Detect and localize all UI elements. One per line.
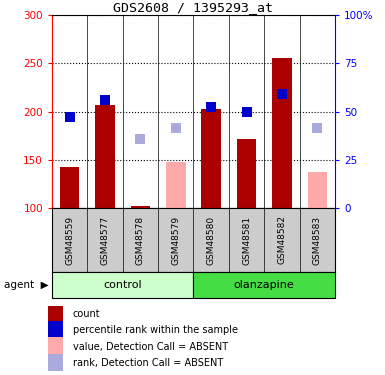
Text: percentile rank within the sample: percentile rank within the sample [73,325,238,335]
Point [208,104,214,110]
Point [243,109,249,115]
Bar [95,105,115,208]
FancyBboxPatch shape [52,272,193,298]
Point [67,114,73,120]
Title: GDS2608 / 1395293_at: GDS2608 / 1395293_at [114,1,273,14]
Bar [48,354,63,372]
Text: GSM48580: GSM48580 [207,215,216,265]
Text: GSM48559: GSM48559 [65,215,74,265]
Text: GSM48583: GSM48583 [313,215,322,265]
FancyBboxPatch shape [193,272,335,298]
Text: GSM48582: GSM48582 [277,216,286,264]
Bar [48,338,63,356]
Bar [48,304,63,323]
Text: agent  ▶: agent ▶ [4,280,49,290]
Point [279,91,285,97]
Bar [131,206,150,208]
Bar [48,321,63,339]
Text: count: count [73,309,100,319]
Bar [272,58,291,208]
Point [102,97,108,103]
Bar [201,109,221,208]
Bar [60,166,79,208]
Text: GSM48581: GSM48581 [242,215,251,265]
Text: rank, Detection Call = ABSENT: rank, Detection Call = ABSENT [73,358,223,368]
Point [173,125,179,131]
Bar [308,172,327,208]
Text: GSM48577: GSM48577 [100,215,110,265]
Text: GSM48579: GSM48579 [171,215,180,265]
Bar [237,139,256,208]
Text: olanzapine: olanzapine [234,280,295,290]
Bar [166,162,186,208]
Text: value, Detection Call = ABSENT: value, Detection Call = ABSENT [73,342,228,352]
Text: GSM48578: GSM48578 [136,215,145,265]
Point [137,136,144,142]
Text: control: control [104,280,142,290]
Point [314,125,320,131]
